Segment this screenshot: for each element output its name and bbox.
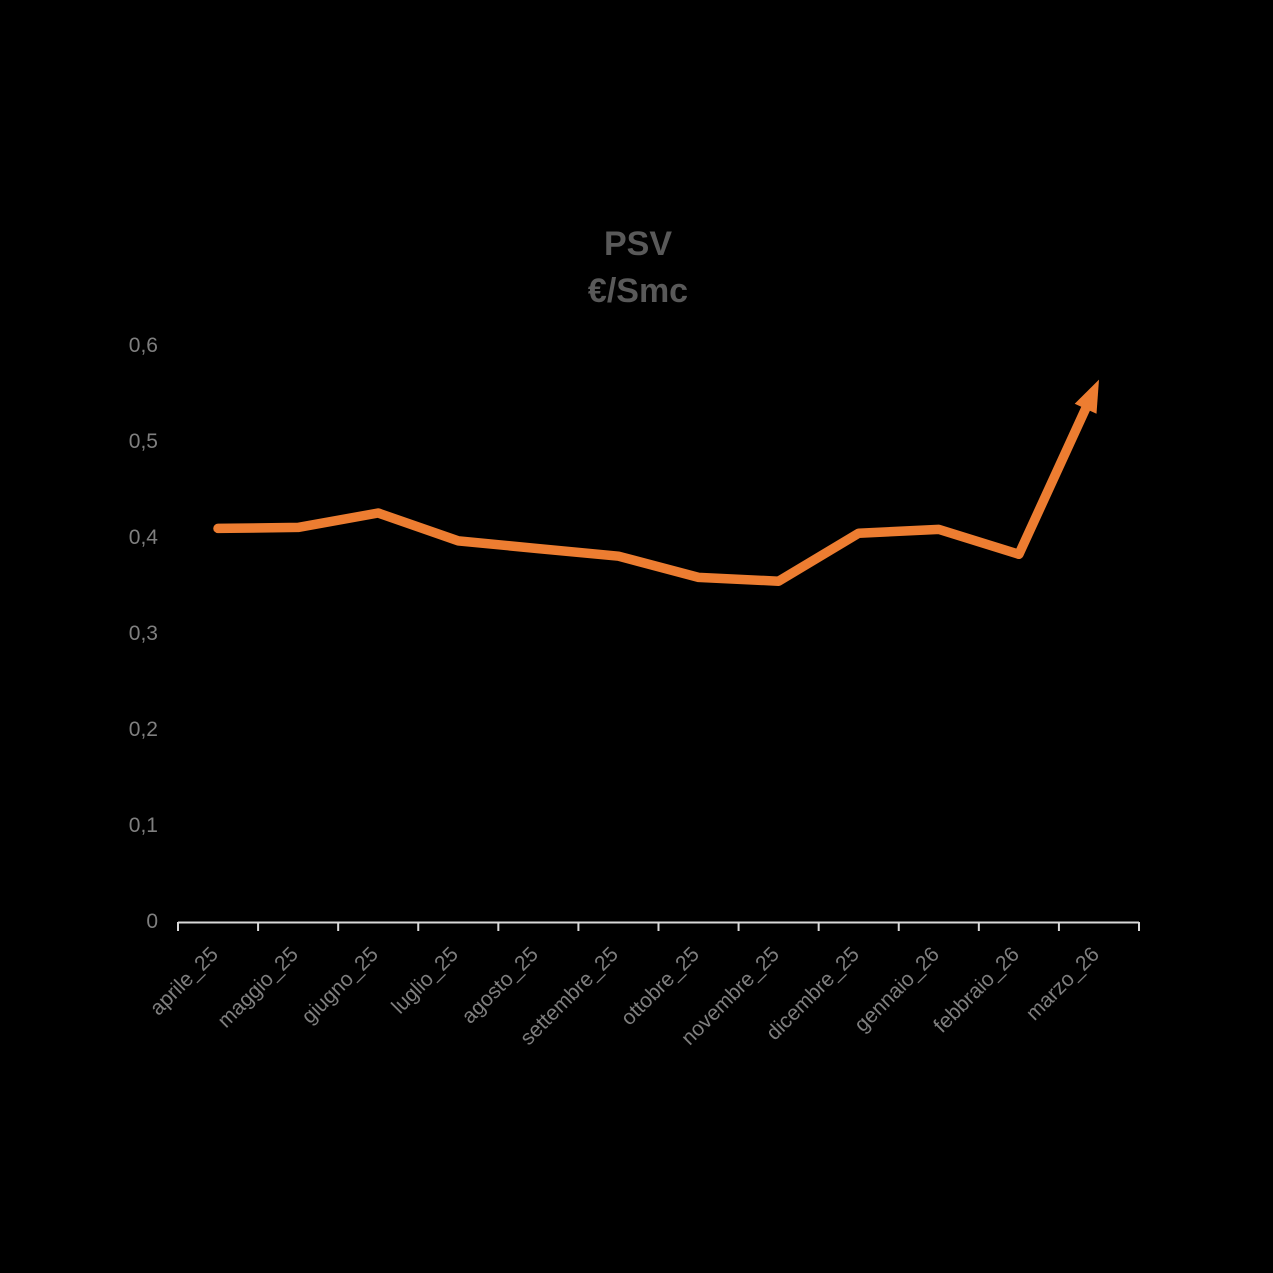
y-axis-tick-label: 0,1 bbox=[128, 814, 158, 837]
y-axis-tick-label: 0,3 bbox=[128, 622, 158, 645]
y-axis-tick-label: 0 bbox=[146, 910, 158, 933]
y-axis-tick-label: 0,4 bbox=[128, 526, 158, 549]
chart-title: PSV bbox=[603, 225, 673, 263]
y-axis-tick-label: 0,6 bbox=[128, 334, 158, 357]
y-axis-tick-label: 0,2 bbox=[128, 718, 158, 741]
psv-series-line bbox=[213, 390, 1097, 586]
chart-subtitle: €/Smc bbox=[587, 272, 689, 310]
chart-title-block: PSV €/Smc bbox=[588, 221, 688, 315]
y-axis-tick-label: 0,5 bbox=[128, 430, 158, 453]
